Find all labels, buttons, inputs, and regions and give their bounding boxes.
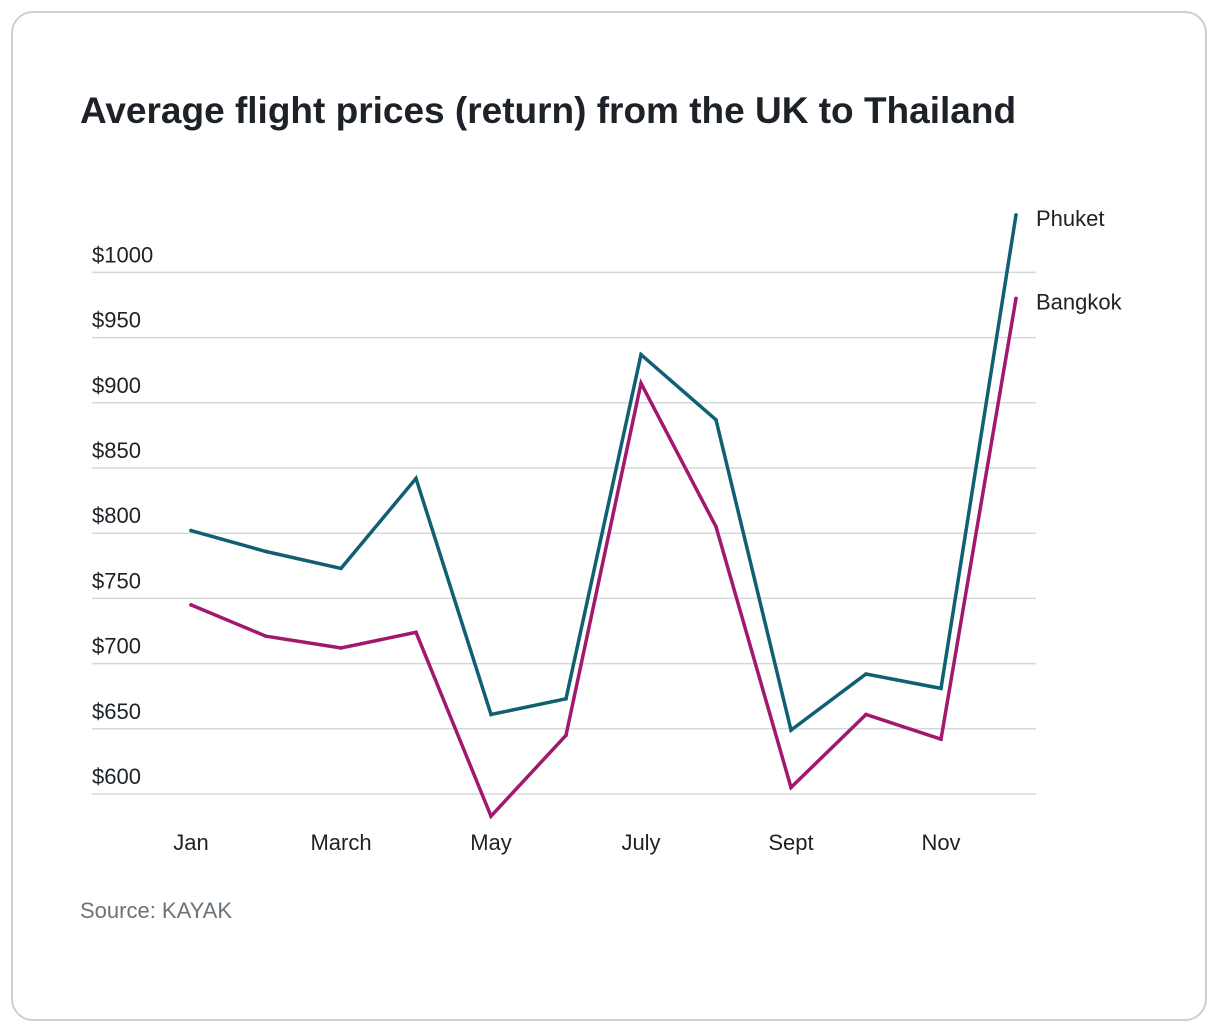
data-point-phuket	[639, 352, 643, 357]
chart-card	[11, 11, 1207, 1021]
x-tick-label: Jan	[173, 830, 208, 855]
data-point-phuket	[1014, 213, 1018, 217]
data-point-bangkok	[789, 785, 793, 790]
data-point-phuket	[264, 549, 268, 554]
series-label-bangkok: Bangkok	[1036, 289, 1123, 314]
data-point-phuket	[414, 476, 418, 481]
data-point-bangkok	[264, 634, 268, 639]
x-tick-label: July	[621, 830, 660, 855]
data-point-bangkok	[639, 381, 643, 386]
data-point-bangkok	[714, 524, 718, 529]
data-point-bangkok	[564, 733, 568, 738]
y-tick-label: $800	[92, 503, 141, 528]
y-tick-label: $850	[92, 438, 141, 463]
y-tick-label: $900	[92, 373, 141, 398]
data-point-bangkok	[414, 630, 418, 635]
chart-title: Average flight prices (return) from the …	[80, 90, 1017, 131]
x-axis-tick-labels: Jan March May July Sept Nov	[173, 830, 960, 855]
data-point-bangkok	[939, 737, 943, 742]
x-tick-label: Sept	[768, 830, 813, 855]
y-tick-label: $1000	[92, 242, 153, 267]
data-point-bangkok	[1014, 296, 1018, 301]
x-tick-label: Nov	[921, 830, 960, 855]
y-tick-label: $950	[92, 308, 141, 333]
data-point-bangkok	[339, 646, 343, 650]
series-line-phuket	[189, 213, 1018, 734]
data-point-phuket	[939, 686, 943, 691]
data-point-bangkok	[864, 712, 868, 717]
data-point-phuket	[339, 566, 343, 571]
x-tick-label: May	[470, 830, 512, 855]
data-point-phuket	[564, 697, 568, 701]
data-point-bangkok	[189, 603, 193, 607]
y-axis-tick-labels: $600 $650 $700 $750 $800 $850 $900 $950 $1000	[92, 242, 153, 789]
gridlines	[92, 271, 1036, 795]
x-tick-label: March	[310, 830, 371, 855]
y-tick-label: $750	[92, 568, 141, 593]
series-lines	[189, 213, 1018, 820]
data-point-phuket	[864, 672, 868, 676]
series-labels: Phuket Bangkok	[1036, 206, 1123, 314]
y-tick-label: $600	[92, 764, 141, 789]
data-point-phuket	[714, 417, 718, 422]
y-tick-label: $650	[92, 699, 141, 724]
source-note: Source: KAYAK	[80, 898, 233, 923]
series-line-bangkok	[189, 296, 1018, 820]
data-point-phuket	[189, 528, 193, 533]
data-point-phuket	[489, 712, 493, 717]
data-point-bangkok	[489, 814, 493, 818]
data-point-phuket	[789, 728, 793, 732]
series-label-phuket: Phuket	[1036, 206, 1105, 231]
y-tick-label: $700	[92, 634, 141, 659]
